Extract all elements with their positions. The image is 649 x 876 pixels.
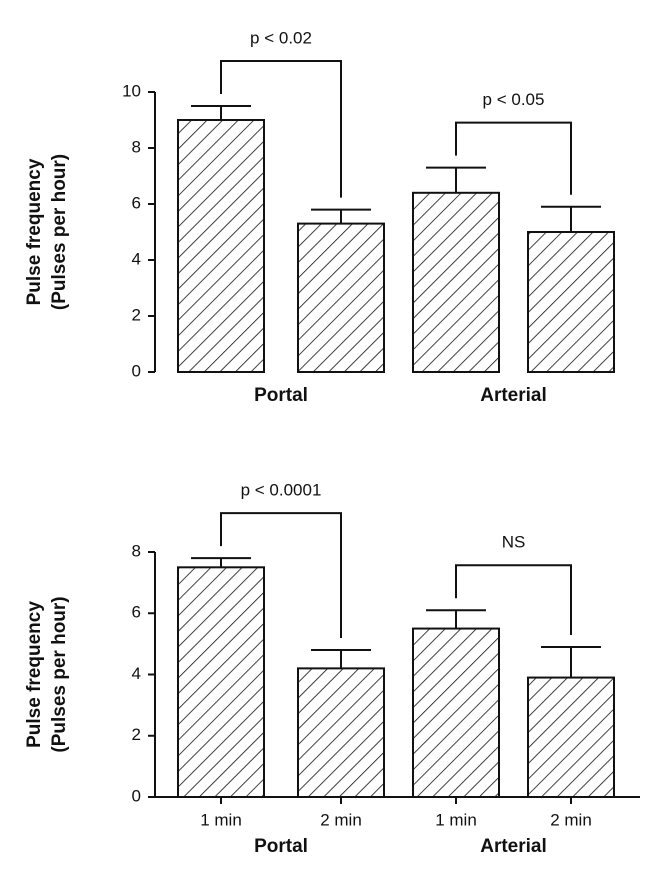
y-tick-label: 8 [132, 541, 141, 560]
significance-bracket [220, 512, 342, 638]
y-tick-label: 4 [132, 664, 141, 683]
error-bar [191, 557, 251, 568]
y-tick-label: 2 [132, 725, 141, 744]
error-bar [191, 105, 251, 120]
error-bar [426, 609, 486, 629]
bar [412, 191, 500, 373]
significance-bracket [220, 60, 342, 198]
y-tick-label: 0 [132, 786, 141, 805]
group-label: Arterial [480, 836, 547, 857]
bar [177, 566, 265, 798]
y-axis-label: (Pulses per hour) [49, 596, 70, 752]
error-bar [311, 208, 371, 224]
bar [177, 119, 265, 373]
significance-label: p < 0.05 [483, 90, 545, 109]
x-tick-label: 1 min [435, 810, 477, 829]
y-tick-label: 4 [132, 249, 141, 268]
significance-label: p < 0.0001 [241, 481, 322, 500]
y-axis-label: Pulse frequency [24, 158, 45, 305]
y-tick-label: 6 [132, 193, 141, 212]
bar [412, 627, 500, 798]
error-bar [426, 166, 486, 193]
bar [527, 676, 615, 798]
x-tick-label: 1 min [200, 810, 242, 829]
group-label: Portal [254, 385, 308, 406]
y-axis-label: Pulse frequency [24, 601, 45, 748]
significance-label: p < 0.02 [250, 28, 312, 47]
significance-bracket [455, 564, 572, 635]
group-label: Arterial [480, 385, 547, 406]
error-bar [541, 205, 601, 232]
bar [297, 667, 385, 798]
y-tick-label: 8 [132, 137, 141, 156]
error-bar [541, 645, 601, 678]
y-axis-label: (Pulses per hour) [49, 154, 70, 310]
bar [297, 222, 385, 373]
y-tick-label: 6 [132, 603, 141, 622]
significance-bracket [455, 121, 572, 195]
y-tick-label: 10 [122, 81, 141, 100]
y-tick-label: 2 [132, 305, 141, 324]
x-tick-label: 2 min [550, 810, 592, 829]
y-tick-label: 0 [132, 361, 141, 380]
error-bar [311, 649, 371, 669]
significance-label: NS [502, 533, 526, 552]
bar [527, 231, 615, 373]
group-label: Portal [254, 836, 308, 857]
x-tick-label: 2 min [320, 810, 362, 829]
